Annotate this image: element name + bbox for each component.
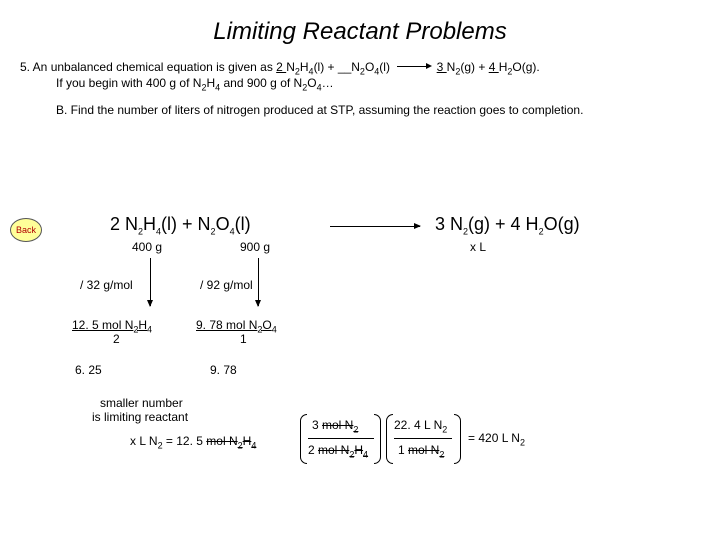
down-arrow-1 bbox=[150, 258, 151, 306]
mol-n2h4-denom: 2 bbox=[113, 332, 120, 346]
page-title: Limiting Reactant Problems bbox=[0, 18, 720, 46]
down-arrow-2 bbox=[258, 258, 259, 306]
molar-mass-1: / 32 g/mol bbox=[80, 278, 133, 292]
mass-n2o4: 900 g bbox=[240, 240, 270, 254]
ratio-2: 9. 78 bbox=[210, 363, 237, 377]
equation-products: 3 N2(g) + 4 H2O(g) bbox=[435, 214, 580, 237]
mol-n2o4: 9. 78 mol N2O4 bbox=[196, 318, 277, 334]
frac2-denominator: 1 mol N2 bbox=[398, 443, 444, 459]
limiting-label-1: smaller number bbox=[100, 396, 183, 410]
frac1-numerator: 3 mol N2 bbox=[312, 418, 358, 434]
part-b-text: B. Find the number of liters of nitrogen… bbox=[56, 103, 720, 117]
back-button[interactable]: Back bbox=[10, 218, 42, 242]
equation-reactants: 2 N2H4(l) + N2O4(l) bbox=[110, 214, 251, 237]
reaction-arrow bbox=[330, 226, 420, 227]
calc-lhs: x L N2 = 12. 5 mol N2H4 bbox=[130, 434, 256, 450]
bracket-1-right bbox=[374, 414, 381, 464]
ratio-1: 6. 25 bbox=[75, 363, 102, 377]
frac2-numerator: 22. 4 L N2 bbox=[394, 418, 447, 434]
limiting-label-2: is limiting reactant bbox=[92, 410, 188, 424]
bracket-2-right bbox=[454, 414, 461, 464]
frac1-denominator: 2 mol N2H4 bbox=[308, 443, 368, 459]
mol-n2o4-denom: 1 bbox=[240, 332, 247, 346]
mass-n2h4: 400 g bbox=[132, 240, 162, 254]
bracket-2-left bbox=[386, 414, 393, 464]
result: = 420 L N2 bbox=[468, 431, 525, 447]
molar-mass-2: / 92 g/mol bbox=[200, 278, 253, 292]
unknown-liters: x L bbox=[470, 240, 486, 254]
problem-statement: 5. An unbalanced chemical equation is gi… bbox=[20, 60, 700, 93]
bracket-1-left bbox=[300, 414, 307, 464]
